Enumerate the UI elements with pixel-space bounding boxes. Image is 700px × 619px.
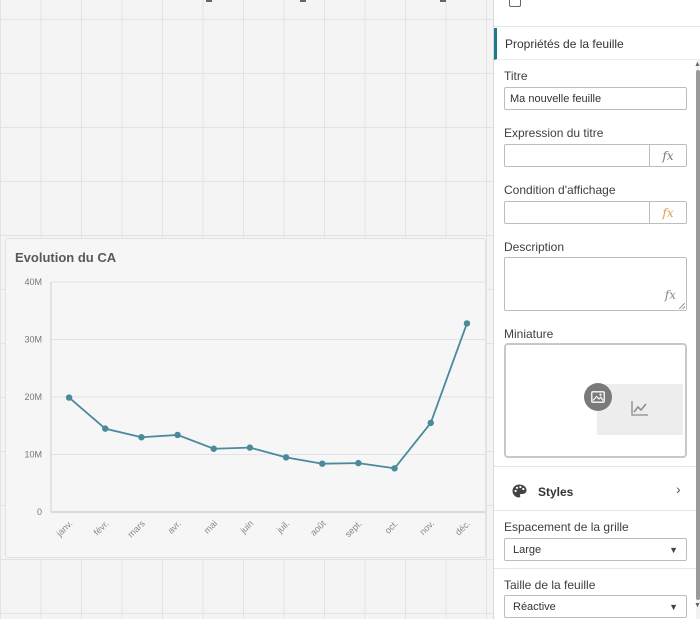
- data-point: [246, 444, 254, 451]
- properties-panel: Propriétés de la feuille Titre Expressio…: [493, 0, 700, 619]
- palette-icon: [512, 484, 527, 498]
- line-chart-object[interactable]: Evolution du CA 0 10M 20M 30M 40M janv. févr. m…: [5, 238, 486, 558]
- data-point: [355, 459, 362, 467]
- x-tick-label: mai: [202, 518, 219, 535]
- panel-toolbar: [494, 0, 700, 27]
- show-condition-label: Condition d'affichage: [504, 183, 616, 197]
- styles-section-toggle[interactable]: Styles ›: [494, 470, 700, 510]
- divider: [494, 466, 700, 467]
- panel-header: Propriétés de la feuille: [494, 28, 700, 60]
- x-tick-label: févr.: [92, 518, 111, 537]
- x-tick-label: déc.: [453, 518, 472, 537]
- x-tick-label: mars: [126, 518, 148, 540]
- data-point: [210, 445, 217, 452]
- grid-spacing-select[interactable]: Large ▼: [504, 538, 687, 561]
- data-point: [138, 434, 145, 441]
- data-point: [282, 454, 290, 461]
- y-tick-label: 10M: [24, 450, 42, 460]
- y-tick-label: 0: [37, 507, 42, 517]
- grid-spacing-label: Espacement de la grille: [504, 520, 629, 534]
- sheet-size-select[interactable]: Réactive ▼: [504, 595, 687, 618]
- data-point: [427, 419, 434, 427]
- x-tick-label: juil.: [274, 518, 291, 535]
- document-icon[interactable]: [509, 0, 521, 7]
- panel-scrollbar-thumb[interactable]: [696, 70, 700, 600]
- thumbnail-dropzone[interactable]: [504, 343, 687, 458]
- scroll-down-arrow-icon[interactable]: ▼: [694, 602, 700, 609]
- line-chart: 0 10M 20M 30M 40M janv. févr. mars avr. mai juin ju…: [24, 277, 485, 540]
- fx-icon[interactable]: fx: [664, 288, 676, 302]
- show-condition-field: fx: [504, 201, 687, 224]
- data-point: [174, 431, 181, 439]
- title-expression-field: fx: [504, 144, 687, 167]
- data-point: [319, 460, 326, 467]
- title-label: Titre: [504, 69, 528, 83]
- sheet-size-label: Taille de la feuille: [504, 578, 596, 592]
- x-tick-label: avr.: [166, 518, 183, 535]
- data-point: [102, 425, 109, 432]
- sheet-size-value: Réactive: [513, 601, 556, 613]
- divider: [494, 568, 700, 569]
- fx-icon[interactable]: fx: [649, 144, 687, 167]
- divider: [494, 510, 700, 511]
- line-chart-icon: [631, 401, 648, 416]
- title-expression-label: Expression du titre: [504, 126, 604, 140]
- title-expression-input[interactable]: [504, 144, 650, 167]
- x-tick-label: janv.: [54, 518, 75, 539]
- data-point: [65, 394, 73, 401]
- x-tick-label: nov.: [418, 518, 437, 537]
- canvas-top-edge: [0, 0, 493, 6]
- data-point: [391, 465, 398, 472]
- data-point: [463, 320, 471, 327]
- description-label: Description: [504, 240, 565, 254]
- title-input[interactable]: [504, 87, 687, 110]
- resize-handle-icon[interactable]: [679, 303, 685, 309]
- grid-spacing-value: Large: [513, 544, 542, 556]
- scroll-up-arrow-icon[interactable]: ▲: [694, 61, 700, 68]
- fx-icon[interactable]: fx: [649, 201, 687, 224]
- y-tick-label: 30M: [24, 335, 42, 345]
- x-tick-label: août: [308, 518, 328, 538]
- chevron-right-icon: ›: [676, 481, 681, 497]
- sheet-canvas[interactable]: Evolution du CA 0 10M 20M 30M 40M janv. févr. m…: [0, 0, 493, 619]
- panel-header-title: Propriétés de la feuille: [505, 37, 624, 51]
- styles-label: Styles: [538, 485, 574, 499]
- series-line: [68, 323, 468, 470]
- y-tick-label: 40M: [24, 277, 42, 287]
- show-condition-input[interactable]: [504, 201, 650, 224]
- y-tick-label: 20M: [24, 392, 42, 402]
- x-tick-label: oct.: [383, 518, 400, 535]
- chart-title: Evolution du CA: [15, 250, 117, 265]
- image-upload-icon[interactable]: [584, 383, 612, 411]
- thumbnail-label: Miniature: [504, 327, 554, 341]
- x-tick-label: juin: [238, 518, 256, 536]
- description-textarea[interactable]: fx: [504, 257, 687, 311]
- caret-down-icon: ▼: [669, 602, 678, 612]
- caret-down-icon: ▼: [669, 545, 678, 555]
- x-tick-label: sept.: [343, 518, 364, 539]
